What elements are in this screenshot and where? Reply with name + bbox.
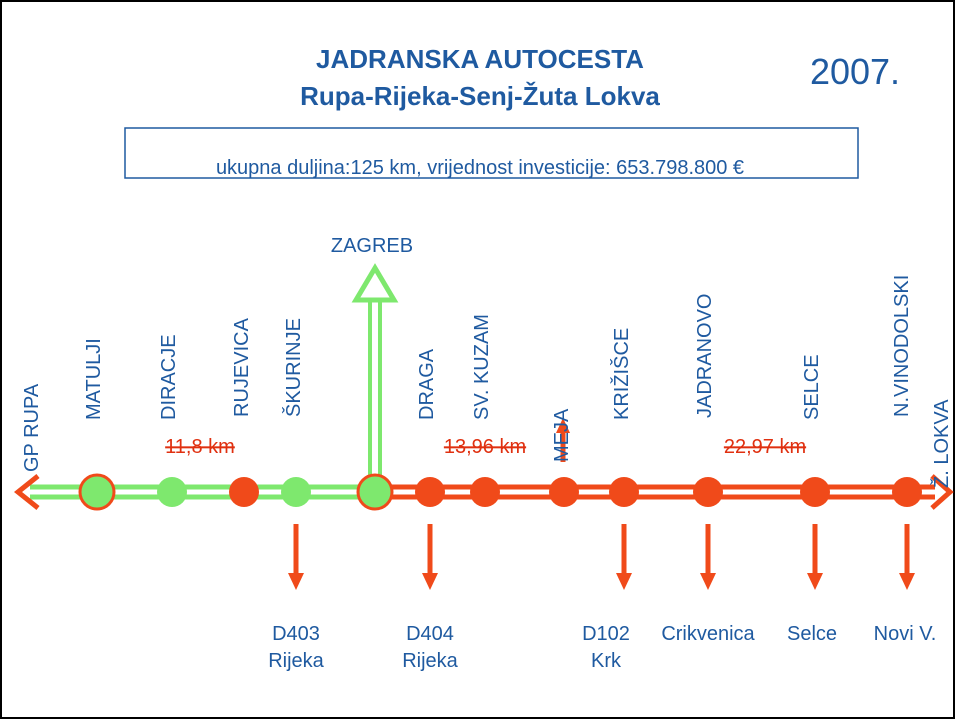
station-label: MATULJI xyxy=(83,338,105,420)
station-label: N.VINODOLSKI xyxy=(891,275,913,417)
station-label: SV. KUZAM xyxy=(471,314,493,420)
exit-label: D102 xyxy=(582,623,630,645)
distance: 13,96 km xyxy=(444,436,526,458)
exit-arrowhead xyxy=(807,573,823,590)
exit-label: Crikvenica xyxy=(661,623,755,645)
exit-arrowhead xyxy=(422,573,438,590)
station-label: SELCE xyxy=(801,354,823,420)
station-node xyxy=(549,477,579,507)
exit-label: D404 xyxy=(406,623,454,645)
station-node xyxy=(800,477,830,507)
station-label: KRIŽIŠCE xyxy=(610,328,633,420)
exit-arrowhead xyxy=(288,573,304,590)
exit-label: Rijeka xyxy=(402,650,458,672)
exit-label: Novi V. xyxy=(874,623,937,645)
station-label: MEJA xyxy=(551,408,573,462)
exit-label: Selce xyxy=(787,623,837,645)
station-node xyxy=(78,473,116,511)
subtitle: Rupa-Rijeka-Senj-Žuta Lokva xyxy=(300,81,660,111)
exit-arrowhead xyxy=(899,573,915,590)
station-node xyxy=(229,477,259,507)
station-label: Ž. LOKVA xyxy=(930,399,953,488)
station-node xyxy=(415,477,445,507)
exit-arrowhead xyxy=(700,573,716,590)
exit-arrowhead xyxy=(616,573,632,590)
station-node xyxy=(693,477,723,507)
station-label: GP RUPA xyxy=(21,383,43,472)
station-node xyxy=(157,477,187,507)
station-label: ŠKURINJE xyxy=(282,318,305,417)
station-node xyxy=(470,477,500,507)
station-label: DIRACJE xyxy=(158,334,180,420)
station-label: JADRANOVO xyxy=(694,294,716,418)
distance: 11,8 km xyxy=(165,436,235,458)
junction-label: ZAGREB xyxy=(331,235,413,257)
exit-label: Rijeka xyxy=(268,650,324,672)
year: 2007. xyxy=(810,51,900,92)
junction-node xyxy=(356,473,394,511)
exit-label: Krk xyxy=(591,650,622,672)
summary-box xyxy=(124,127,859,179)
distance: 22,97 km xyxy=(724,436,806,458)
station-label: RUJEVICA xyxy=(231,317,253,417)
station-label: DRAGA xyxy=(416,348,438,420)
road xyxy=(13,263,954,510)
title: JADRANSKA AUTOCESTA xyxy=(316,44,644,74)
summary: ukupna duljina:125 km, vrijednost invest… xyxy=(216,157,744,179)
exit-label: D403 xyxy=(272,623,320,645)
station-node xyxy=(609,477,639,507)
station-node xyxy=(281,477,311,507)
station-node xyxy=(892,477,922,507)
